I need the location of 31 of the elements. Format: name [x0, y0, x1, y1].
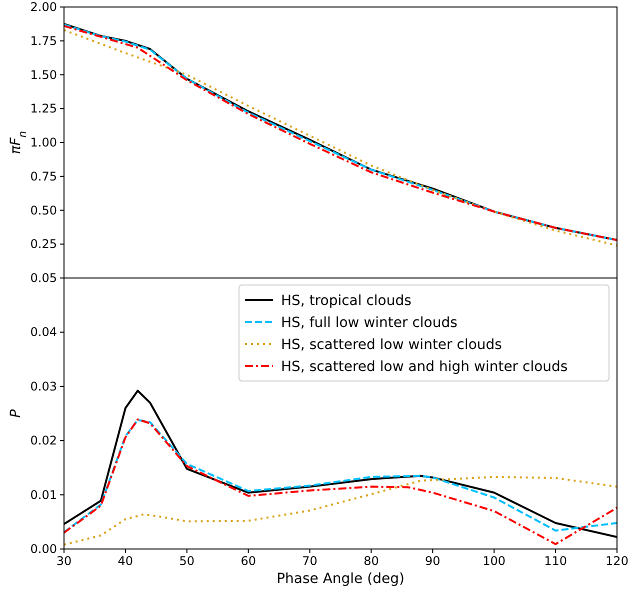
- y-tick-label: 0.01: [30, 488, 57, 502]
- x-tick-label: 60: [240, 554, 256, 568]
- y-tick-label: 1.00: [30, 136, 57, 150]
- line-series: [64, 476, 617, 546]
- legend-label: HS, tropical clouds: [281, 293, 412, 309]
- x-tick-label: 40: [118, 554, 134, 568]
- y-tick-label: 1.50: [30, 68, 57, 82]
- legend-label: HS, scattered low and high winter clouds: [281, 359, 568, 375]
- x-tick-label: 70: [302, 554, 318, 568]
- y-tick-label: 0.50: [30, 203, 57, 218]
- x-tick-label: 80: [364, 554, 379, 568]
- y-tick-label: 0.04: [30, 325, 57, 340]
- x-tick-label: 100: [482, 554, 506, 568]
- x-axis-title: Phase Angle (deg): [276, 571, 404, 587]
- x-tick-label: 30: [56, 554, 72, 568]
- y-tick-label: 0.03: [30, 379, 57, 394]
- x-tick-label: 50: [179, 554, 195, 568]
- legend-label: HS, scattered low winter clouds: [281, 337, 502, 353]
- x-tick-label: 90: [425, 554, 440, 568]
- y-tick-label: 0.25: [30, 237, 57, 252]
- y-axis-title: P: [8, 408, 24, 418]
- y-tick-label: 1.25: [30, 102, 57, 116]
- x-tick-label: 120: [606, 554, 628, 568]
- y-tick-label: 1.75: [30, 34, 57, 48]
- y-tick-label: 0.75: [30, 169, 57, 184]
- y-tick-label: 2.00: [30, 0, 57, 14]
- y-tick-label: 0.00: [30, 542, 57, 556]
- legend-label: HS, full low winter clouds: [281, 315, 458, 331]
- y-tick-label: 0.02: [30, 434, 57, 448]
- y-tick-label: 0.05: [30, 271, 57, 285]
- x-tick-label: 110: [544, 554, 568, 568]
